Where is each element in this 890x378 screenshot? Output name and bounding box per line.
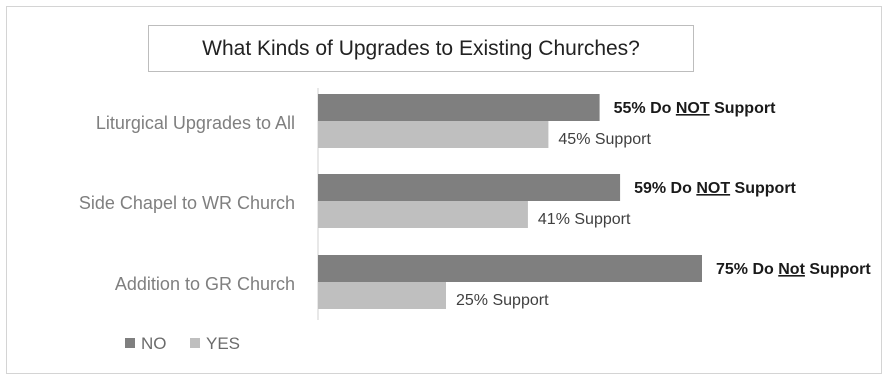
data-label-yes: 25% Support: [456, 292, 549, 309]
bar-yes: [318, 121, 549, 148]
bar-yes: [318, 282, 446, 309]
data-label-no: 59% Do NOT Support: [634, 180, 796, 197]
legend-swatch: [190, 338, 200, 348]
bar-no: [318, 255, 702, 282]
data-label-yes: 41% Support: [538, 211, 631, 228]
legend-swatch: [125, 338, 135, 348]
legend-label: YES: [206, 334, 240, 353]
data-label-no: 55% Do NOT Support: [614, 100, 776, 117]
category-label: Addition to GR Church: [115, 274, 295, 294]
bar-yes: [318, 201, 528, 228]
category-label: Liturgical Upgrades to All: [96, 113, 295, 133]
data-label-no: 75% Do Not Support: [716, 261, 871, 278]
category-label: Side Chapel to WR Church: [79, 193, 295, 213]
legend-label: NO: [141, 334, 167, 353]
legend: NO YES: [125, 334, 240, 353]
bar-no: [318, 94, 600, 121]
data-label-yes: 45% Support: [558, 131, 651, 148]
chart-title: What Kinds of Upgrades to Existing Churc…: [148, 25, 694, 72]
bar-no: [318, 174, 621, 201]
